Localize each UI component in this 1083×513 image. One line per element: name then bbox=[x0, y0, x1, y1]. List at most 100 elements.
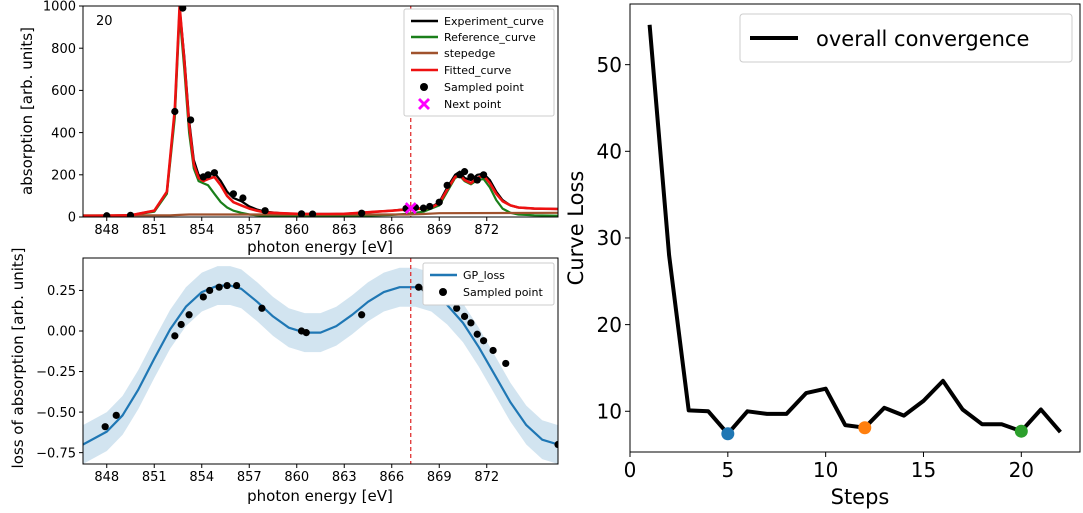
gp-sampled-point bbox=[473, 330, 481, 338]
legend-fitted-curve: Fitted_curve bbox=[444, 64, 512, 77]
absorption-y-tick-label: 800 bbox=[51, 42, 76, 57]
gp-loss-y-tick-label: 0.00 bbox=[47, 325, 76, 340]
sampled-point bbox=[204, 171, 212, 179]
gp-sampled-point bbox=[206, 286, 214, 295]
gp-loss-x-tick-label: 866 bbox=[379, 470, 404, 485]
absorption-y-tick-label: 200 bbox=[51, 168, 76, 183]
gp-loss-legend: GP_loss Sampled point bbox=[422, 262, 555, 306]
convergence-plot-frame bbox=[629, 3, 1081, 453]
absorption-y-tick-label: 400 bbox=[51, 126, 76, 141]
gp-sampled-point bbox=[215, 283, 223, 291]
sampled-point bbox=[358, 209, 366, 217]
convergence-y-axis-label: Curve Loss bbox=[564, 171, 588, 286]
gp-sampled-point bbox=[453, 304, 461, 312]
sampled-point bbox=[126, 211, 135, 217]
absorption-x-tick-label: 860 bbox=[284, 223, 309, 238]
legend-experiment-curve: Experiment_curve bbox=[444, 15, 544, 28]
gp-loss-y-tick-label: −0.50 bbox=[36, 406, 76, 421]
sampled-point bbox=[479, 171, 488, 179]
gp-loss-x-tick-label: 848 bbox=[94, 470, 119, 485]
convergence-y-tick-label: 50 bbox=[597, 53, 622, 77]
gp-loss-x-tick-label: 863 bbox=[332, 470, 357, 485]
gp-sampled-point bbox=[185, 311, 193, 319]
gp-loss-y-tick-label: −0.25 bbox=[36, 365, 76, 380]
sampled-point bbox=[239, 194, 247, 202]
convergence-marker bbox=[1014, 424, 1028, 438]
sampled-point bbox=[171, 107, 179, 116]
sampled-point bbox=[229, 190, 238, 198]
absorption-y-tick-label: 1000 bbox=[43, 0, 76, 15]
gp-sampled-point bbox=[258, 304, 266, 312]
absorption-x-tick-label: 863 bbox=[332, 223, 357, 238]
sampled-point bbox=[443, 181, 451, 189]
gp-loss-chart: 848 851 854 857 860 863 866 869 872 −0.75 −0.50 −0.… bbox=[9, 248, 559, 505]
sampled-point bbox=[297, 210, 306, 217]
gp-loss-x-tick-label: 857 bbox=[237, 470, 262, 485]
gp-sampled-point bbox=[358, 311, 366, 319]
gp-sampled-point bbox=[223, 281, 231, 290]
legend-reference-curve: Reference_curve bbox=[444, 31, 536, 44]
gp-sampled-point bbox=[101, 423, 109, 431]
legend-sampled-point: Sampled point bbox=[444, 81, 524, 94]
sampled-point bbox=[419, 204, 428, 212]
gp-sampled-point bbox=[232, 281, 241, 290]
absorption-y-tick-label: 0 bbox=[68, 211, 76, 226]
gp-sampled-point bbox=[467, 319, 475, 327]
convergence-x-tick-label: 5 bbox=[721, 458, 734, 482]
sampled-point bbox=[426, 202, 434, 211]
gp-sampled-point bbox=[199, 293, 207, 301]
sampled-point bbox=[179, 6, 187, 12]
convergence-y-tick-label: 40 bbox=[597, 140, 622, 164]
panel-step-label: 20 bbox=[96, 14, 113, 29]
gp-loss-x-tick-label: 860 bbox=[284, 470, 309, 485]
absorption-plot-frame bbox=[82, 5, 559, 218]
convergence-y-tick-label: 20 bbox=[597, 313, 622, 337]
absorption-chart: 848 851 854 857 860 863 866 869 872 0 200 400 600 800… bbox=[18, 0, 559, 256]
convergence-chart: 0 5 10 15 20 10 20 30 40 50 Steps Curve Loss over… bbox=[564, 3, 1081, 509]
gp-sampled-point bbox=[479, 337, 488, 345]
absorption-x-tick-label: 851 bbox=[142, 223, 167, 238]
absorption-y-tick-label: 600 bbox=[51, 84, 76, 99]
gp-loss-plot-frame bbox=[82, 257, 559, 465]
legend-stepedge: stepedge bbox=[444, 47, 496, 60]
series-gp-loss bbox=[83, 284, 558, 446]
sampled-point bbox=[435, 198, 443, 206]
gp-sampled-point bbox=[502, 359, 510, 368]
gp-sampled-point bbox=[112, 411, 120, 419]
convergence-x-tick-label: 15 bbox=[911, 458, 936, 482]
sampled-point bbox=[467, 173, 475, 181]
gp-loss-x-tick-label: 872 bbox=[474, 470, 499, 485]
next-point-marker-icon bbox=[418, 98, 430, 110]
sampled-point bbox=[473, 176, 481, 184]
convergence-x-tick-label: 10 bbox=[813, 458, 838, 482]
convergence-y-tick-label: 10 bbox=[597, 399, 622, 423]
convergence-x-tick-label: 0 bbox=[624, 458, 637, 482]
gp-loss-y-tick-label: −0.75 bbox=[36, 446, 76, 461]
legend-gp-sampled-point: Sampled point bbox=[463, 286, 543, 299]
convergence-marker bbox=[721, 427, 735, 441]
gp-sampled-point bbox=[554, 440, 558, 449]
absorption-x-tick-label: 854 bbox=[189, 223, 214, 238]
convergence-marker bbox=[858, 421, 872, 435]
convergence-y-tick-label: 30 bbox=[597, 226, 622, 250]
absorption-legend: Experiment_curve Reference_curve stepedg… bbox=[403, 8, 555, 117]
legend-next-point: Next point bbox=[444, 98, 502, 111]
sampled-point bbox=[103, 212, 111, 217]
absorption-x-tick-label: 869 bbox=[427, 223, 452, 238]
convergence-legend: overall convergence bbox=[739, 13, 1073, 63]
gp-sampled-point bbox=[302, 329, 310, 337]
absorption-y-axis-label: absorption [arb. units] bbox=[18, 27, 36, 195]
series-overall-convergence bbox=[647, 24, 1062, 436]
absorption-x-tick-label: 848 bbox=[94, 223, 119, 238]
gp-sampled-point bbox=[460, 312, 469, 320]
gp-loss-y-axis-label: loss of absorption [arb. units] bbox=[9, 248, 27, 469]
gp-loss-x-axis-label: photon energy [eV] bbox=[247, 487, 393, 505]
legend-gp-loss: GP_loss bbox=[463, 269, 505, 282]
sampled-point bbox=[210, 169, 219, 177]
absorption-x-tick-label: 857 bbox=[237, 223, 262, 238]
gp-confidence-band bbox=[83, 266, 558, 464]
legend-overall-convergence: overall convergence bbox=[816, 27, 1029, 51]
sampled-point bbox=[308, 210, 317, 217]
sampled-point bbox=[261, 207, 269, 215]
